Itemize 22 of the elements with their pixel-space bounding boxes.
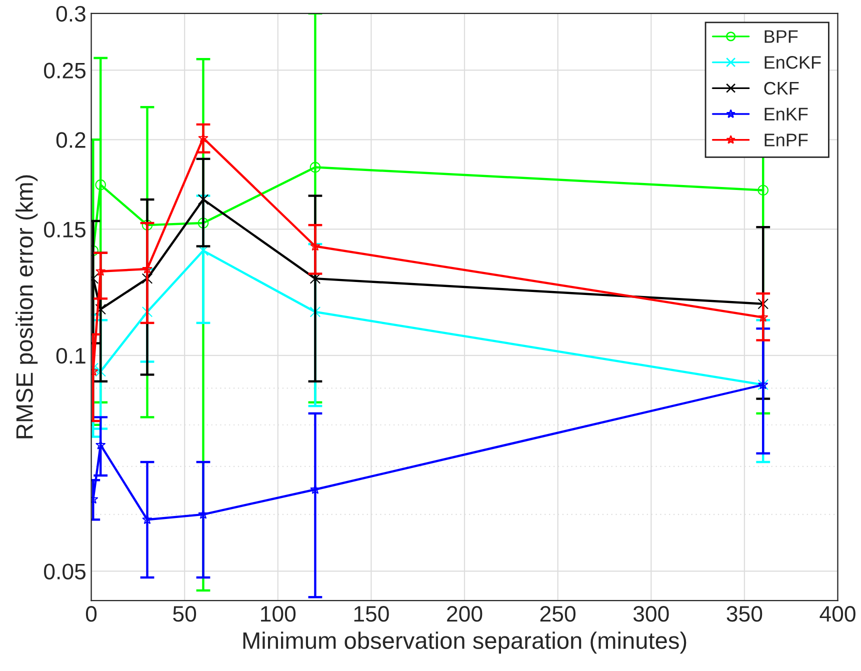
legend-label: EnCKF xyxy=(764,56,821,69)
x-tick-label: 100 xyxy=(261,606,296,622)
y-tick-label: 0.05 xyxy=(44,564,86,580)
legend-label: CKF xyxy=(764,82,799,95)
y-tick-label: 0.1 xyxy=(56,348,86,364)
y-tick-label: 0.25 xyxy=(44,62,86,78)
x-tick-label: 200 xyxy=(447,606,482,622)
x-tick-label: 350 xyxy=(726,606,762,622)
x-tick-label: 50 xyxy=(173,606,196,622)
y-axis-title: RMSE position error (km) xyxy=(16,175,38,438)
legend-label: EnKF xyxy=(764,108,808,120)
x-axis-title: Minimum observation separation (minutes) xyxy=(243,632,686,654)
x-tick-label: 400 xyxy=(820,606,856,622)
legend-label: EnPF xyxy=(764,134,808,146)
legend-label: BPF xyxy=(764,30,798,43)
x-tick-label: 300 xyxy=(633,606,669,622)
x-tick-label: 150 xyxy=(354,606,389,622)
y-tick-label: 0.2 xyxy=(56,132,86,148)
y-tick-label: 0.3 xyxy=(56,6,86,22)
y-tick-label: 0.15 xyxy=(44,222,86,238)
x-tick-label: 250 xyxy=(540,606,576,622)
x-tick-label: 0 xyxy=(86,606,97,622)
